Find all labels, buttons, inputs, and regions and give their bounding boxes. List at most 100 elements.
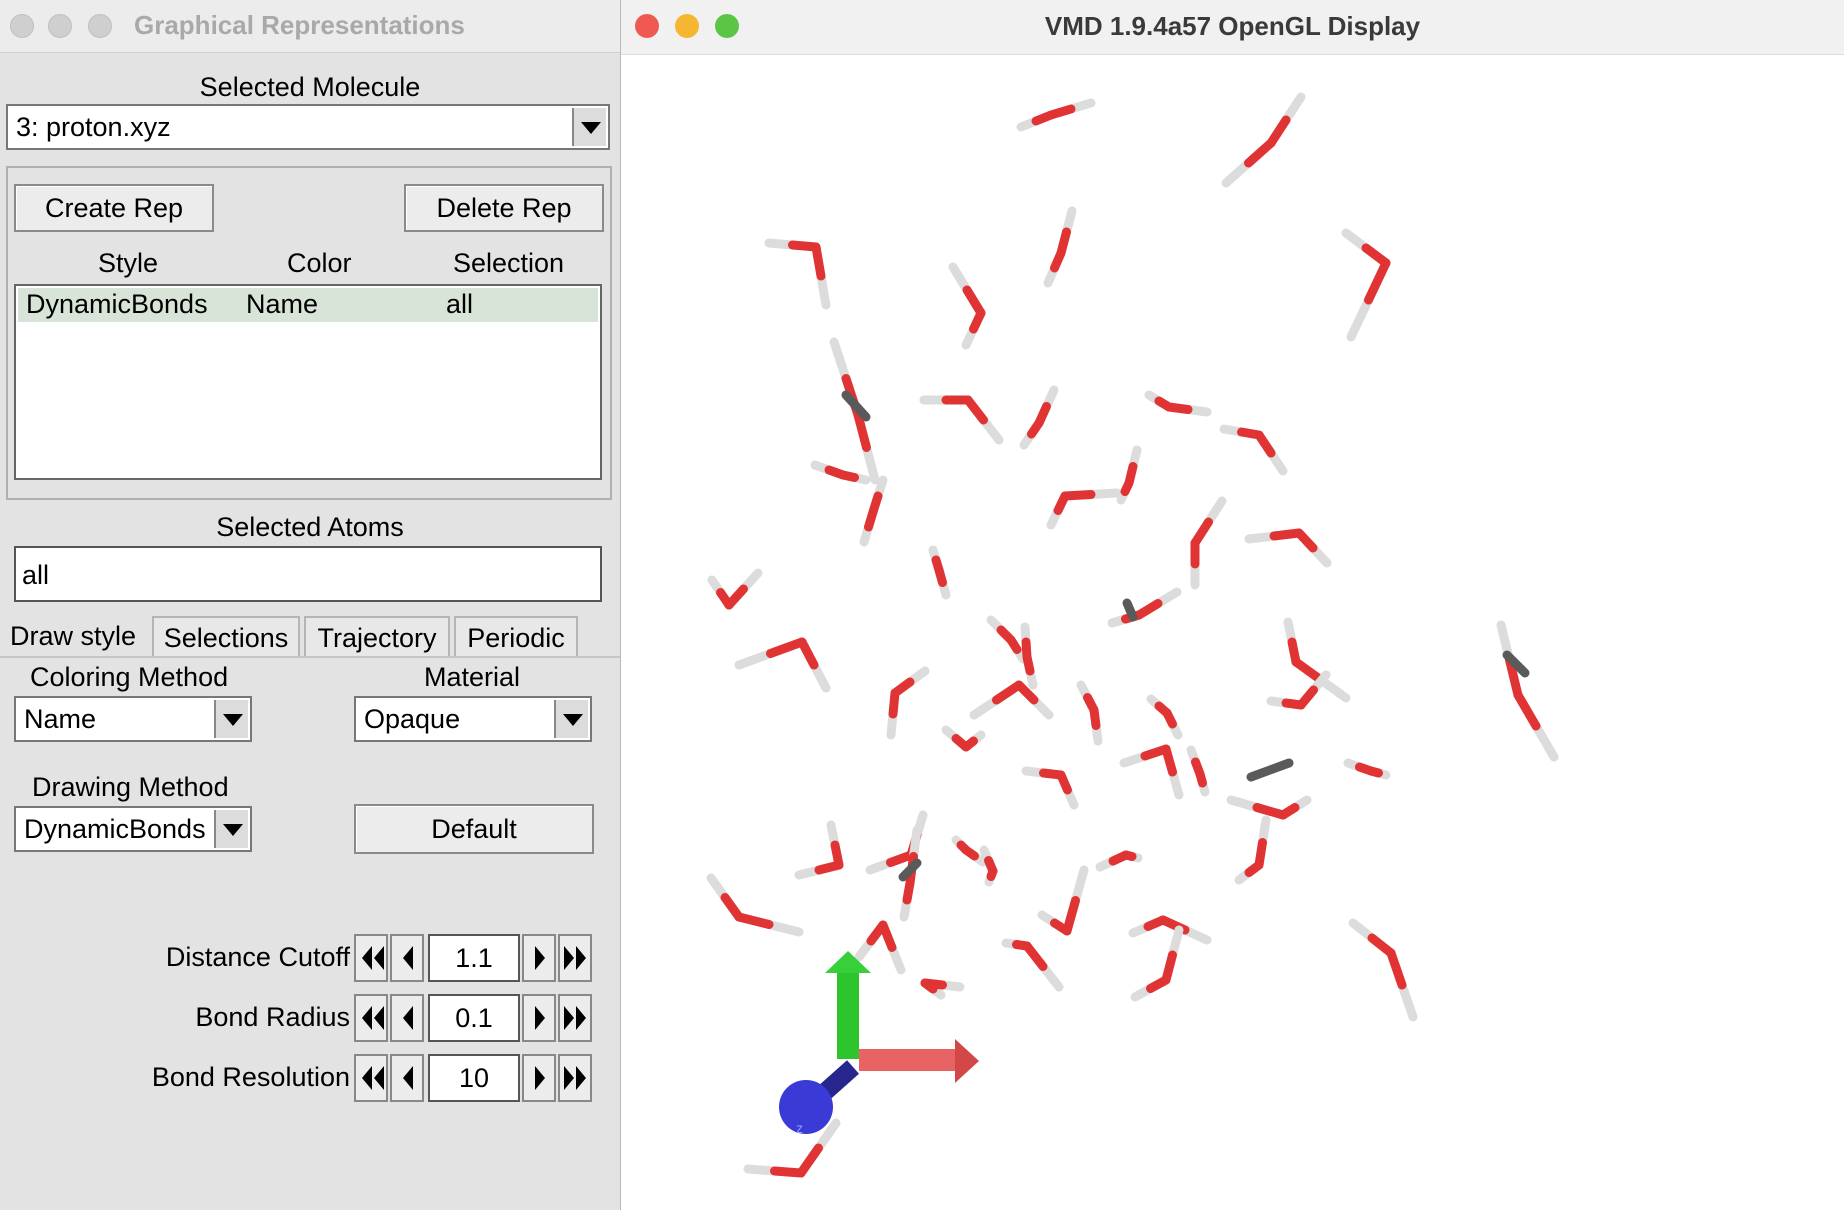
minimize-button[interactable] (48, 14, 72, 38)
molecule-select[interactable]: 3: proton.xyz (6, 104, 610, 150)
bond (862, 443, 880, 485)
bond (1254, 838, 1267, 870)
bond (734, 649, 775, 670)
right-arrow-icon (535, 946, 545, 970)
bond (963, 395, 988, 425)
minimize-button[interactable] (675, 14, 699, 38)
bond (1291, 657, 1326, 685)
bond (796, 1143, 823, 1178)
rep-selection: all (446, 289, 474, 319)
tab-divider (0, 656, 620, 658)
style-column-header: Style (98, 248, 159, 278)
bond-radius-fast-increment[interactable] (558, 994, 592, 1042)
bond (1134, 599, 1163, 620)
molecule-viewport[interactable]: z (621, 55, 1844, 1210)
bond (853, 410, 871, 452)
distance-cutoff-input[interactable]: 1.1 (428, 934, 520, 982)
zoom-button[interactable] (88, 14, 112, 38)
chevron-down-icon[interactable] (214, 810, 248, 848)
double-left-arrow-icon (362, 946, 384, 970)
bond (1046, 104, 1076, 120)
bond (1022, 941, 1048, 971)
zoom-button[interactable] (715, 14, 739, 38)
delete-rep-button[interactable]: Delete Rep (404, 184, 604, 232)
selected-molecule-label: Selected Molecule (199, 72, 421, 102)
bond-radius-fast-decrement[interactable] (354, 994, 388, 1042)
bond (829, 337, 851, 383)
selected-atoms-input[interactable]: all (14, 546, 602, 602)
axis-y (837, 973, 859, 1059)
distance-cutoff-increment[interactable] (522, 934, 556, 982)
coloring-method-select[interactable]: Name (14, 696, 252, 742)
create-rep-button[interactable]: Create Rep (14, 184, 214, 232)
vmd-opengl-display-window[interactable]: VMD 1.9.4a57 OpenGL Display z (621, 0, 1844, 1210)
bond-resolution-input[interactable]: 10 (428, 1054, 520, 1102)
rep-style: DynamicBonds (26, 289, 208, 319)
bond (969, 695, 1001, 720)
material-select[interactable]: Opaque (354, 696, 592, 742)
chevron-down-icon[interactable] (572, 108, 606, 146)
distance-cutoff-label: Distance Cutoff (165, 942, 350, 972)
bond (1161, 744, 1177, 777)
rep-color: Name (246, 289, 319, 319)
coloring-method-value: Name (24, 704, 97, 734)
bond (1006, 635, 1022, 654)
distance-cutoff-fast-increment[interactable] (558, 934, 592, 982)
graphical-representations-window: Graphical Representations Selected Molec… (0, 0, 621, 1210)
tab-draw-style[interactable]: Draw style (0, 616, 146, 658)
close-button[interactable] (635, 14, 659, 38)
bond (1162, 708, 1177, 729)
window-title: Graphical Representations (134, 10, 465, 40)
bond (961, 736, 978, 752)
double-left-arrow-icon (362, 1066, 384, 1090)
bond (1034, 402, 1051, 428)
bond (984, 856, 998, 876)
tab-selections[interactable]: Selections (152, 616, 300, 658)
bond (1505, 655, 1523, 700)
rep-titlebar: Graphical Representations (0, 0, 620, 53)
bond (1281, 92, 1306, 125)
bond (1513, 690, 1541, 731)
close-button[interactable] (10, 14, 34, 38)
bond (1022, 652, 1035, 676)
bond (1531, 721, 1559, 762)
rep-row[interactable]: DynamicBonds Name all (18, 288, 598, 322)
bond (969, 308, 986, 334)
chevron-down-icon[interactable] (554, 700, 588, 738)
water-molecules (706, 92, 1559, 1178)
bond (1366, 766, 1383, 778)
reps-list[interactable]: DynamicBonds Name all (14, 284, 602, 480)
drawing-method-value: DynamicBonds (24, 814, 206, 844)
bond-radius-increment[interactable] (522, 994, 556, 1042)
axis-z-label: z (796, 1120, 803, 1136)
bond (766, 637, 807, 658)
bond (1246, 758, 1294, 782)
bond-resolution-fast-increment[interactable] (558, 1054, 592, 1102)
bond (1221, 158, 1253, 188)
tab-trajectory[interactable]: Trajectory (304, 616, 450, 658)
bond (1164, 402, 1193, 414)
bond-radius-decrement[interactable] (390, 994, 424, 1042)
bond-radius-input[interactable]: 0.1 (428, 994, 520, 1042)
default-button[interactable]: Default (354, 804, 594, 854)
bond (898, 858, 922, 882)
bond-resolution-decrement[interactable] (390, 1054, 424, 1102)
chevron-down-icon[interactable] (214, 700, 248, 738)
window-title: VMD 1.9.4a57 OpenGL Display (1044, 11, 1421, 41)
bond (1062, 896, 1080, 936)
drawing-method-select[interactable]: DynamicBonds (14, 806, 252, 852)
bond (1161, 950, 1177, 985)
bond-resolution-fast-decrement[interactable] (354, 1054, 388, 1102)
bond (1060, 490, 1096, 501)
bond (934, 565, 947, 587)
bond (1364, 258, 1391, 305)
selection-column-header: Selection (453, 248, 565, 278)
material-label: Material (424, 662, 521, 692)
bond (961, 845, 979, 861)
material-value: Opaque (364, 704, 461, 734)
distance-cutoff-decrement[interactable] (390, 934, 424, 982)
distance-cutoff-fast-decrement[interactable] (354, 934, 388, 982)
bond (1252, 803, 1288, 820)
tab-periodic[interactable]: Periodic (454, 616, 578, 658)
bond-resolution-increment[interactable] (522, 1054, 556, 1102)
